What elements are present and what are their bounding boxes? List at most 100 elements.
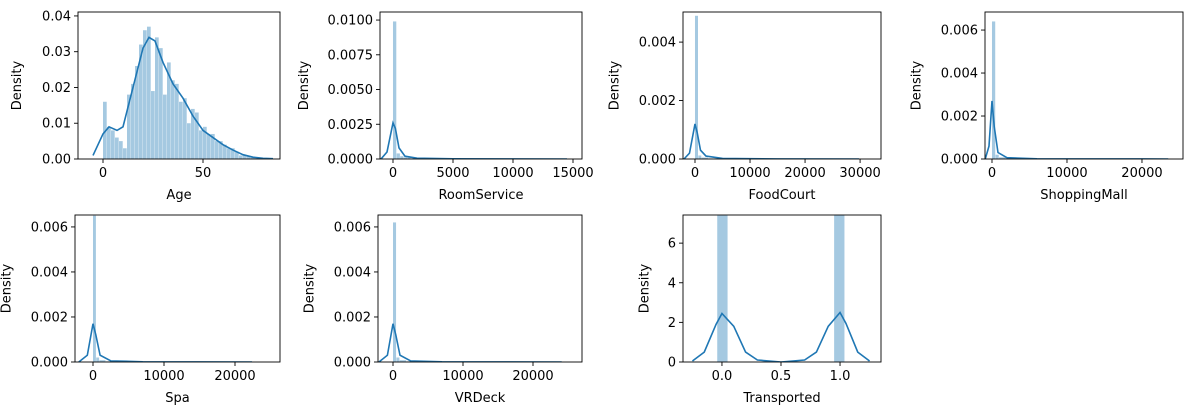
hist-bar <box>717 215 727 362</box>
y-tick-label: 0.000 <box>334 356 371 371</box>
hist-bar <box>396 357 399 362</box>
axes-frame <box>378 215 582 362</box>
subplot: 0.000 0.002 0.004 0.006 0 10000 20000 VRDeck Den… <box>303 215 583 406</box>
y-tick-label: 0.006 <box>31 220 68 235</box>
kde-line <box>79 324 252 362</box>
y-axis-label: Density <box>303 263 318 313</box>
y-tick-label: 0.01 <box>42 117 71 132</box>
hist-bar <box>123 148 127 159</box>
x-tick-label: 0 <box>389 166 397 181</box>
x-tick-label: 1.0 <box>830 369 851 384</box>
y-tick-label: 0.004 <box>941 67 978 82</box>
x-tick-label: 0 <box>99 166 107 181</box>
y-tick-label: 0.006 <box>941 24 978 39</box>
x-tick-label: 20000 <box>784 166 825 181</box>
y-tick-label: 0.002 <box>31 310 68 325</box>
kde-line <box>381 123 567 159</box>
y-axis-label: Density <box>0 263 15 313</box>
x-axis-label: Spa <box>165 391 189 406</box>
y-tick-label: 0.002 <box>639 94 676 109</box>
hist-bar <box>171 80 175 159</box>
x-tick-label: 10000 <box>143 369 184 384</box>
y-tick-label: 0.00 <box>42 153 71 168</box>
hist-bar <box>834 213 844 362</box>
hist-bar <box>992 21 995 159</box>
x-axis-label: Age <box>166 188 191 203</box>
x-tick-label: 20000 <box>1121 166 1162 181</box>
x-tick-label: 0 <box>988 166 996 181</box>
y-tick-label: 0.004 <box>639 36 676 51</box>
hist-bar <box>93 216 96 362</box>
x-tick-label: 20000 <box>214 369 255 384</box>
axes-frame <box>75 215 280 362</box>
kde-line <box>684 124 859 159</box>
plot-area <box>692 213 869 362</box>
x-axis-label: VRDeck <box>455 391 506 406</box>
axes-frame <box>985 12 1183 159</box>
hist-bar <box>393 21 396 159</box>
axes-frame <box>380 12 582 159</box>
hist-bar <box>698 155 701 159</box>
y-tick-label: 0.000 <box>941 153 978 168</box>
hist-bar <box>183 98 187 159</box>
y-tick-label: 0.002 <box>334 310 371 325</box>
hist-bar <box>115 138 119 159</box>
x-axis-label: RoomService <box>438 188 523 203</box>
hist-bar <box>199 130 203 159</box>
x-tick-label: 0 <box>89 369 97 384</box>
plot-area <box>93 27 273 159</box>
y-tick-label: 0.04 <box>42 9 71 24</box>
hist-bar <box>111 130 115 159</box>
y-tick-label: 0.004 <box>334 265 371 280</box>
plot-area <box>379 222 562 362</box>
y-tick-label: 0.02 <box>42 81 71 96</box>
axes-frame <box>683 215 881 362</box>
y-tick-label: 4 <box>668 276 676 291</box>
subplot: 0.00 0.01 0.02 0.03 0.04 0 50 Age Density <box>10 9 280 203</box>
y-axis-label: Density <box>10 60 25 110</box>
plot-area <box>684 16 859 159</box>
y-tick-label: 0.000 <box>31 356 68 371</box>
hist-bar <box>227 148 231 159</box>
hist-bar <box>187 123 191 159</box>
y-tick-label: 0.03 <box>42 45 71 60</box>
x-tick-label: 50 <box>195 166 212 181</box>
y-tick-label: 0.000 <box>639 153 676 168</box>
hist-bar <box>996 155 999 159</box>
y-tick-label: 0.0100 <box>328 14 374 29</box>
x-axis-label: Transported <box>742 391 820 406</box>
hist-bar <box>151 91 155 159</box>
hist-bar <box>393 222 396 362</box>
x-axis-label: ShoppingMall <box>1040 188 1127 203</box>
x-tick-label: 15000 <box>552 166 593 181</box>
x-axis-label: FoodCourt <box>749 188 816 203</box>
y-axis-label: Density <box>910 60 925 110</box>
x-tick-label: 0 <box>389 369 397 384</box>
axes-frame <box>683 12 881 159</box>
plot-area <box>79 216 252 362</box>
y-tick-label: 0 <box>668 356 676 371</box>
hist-bar <box>155 37 159 159</box>
x-tick-label: 10000 <box>492 166 533 181</box>
y-tick-label: 0.0075 <box>328 48 374 63</box>
y-tick-label: 0.002 <box>941 110 978 125</box>
y-tick-label: 0.0000 <box>328 153 374 168</box>
hist-bar <box>239 155 243 159</box>
hist-bar <box>207 134 211 159</box>
hist-bar <box>397 153 400 159</box>
hist-bar <box>143 30 147 159</box>
x-tick-label: 30000 <box>839 166 880 181</box>
plot-area <box>985 21 1168 159</box>
hist-bar <box>147 27 151 159</box>
hist-bar <box>215 141 219 159</box>
hist-bar <box>159 48 163 159</box>
y-tick-label: 0.006 <box>334 220 371 235</box>
y-tick-label: 6 <box>668 237 676 252</box>
x-tick-label: 10000 <box>442 369 483 384</box>
x-tick-label: 0.0 <box>712 369 733 384</box>
x-tick-label: 20000 <box>512 369 553 384</box>
